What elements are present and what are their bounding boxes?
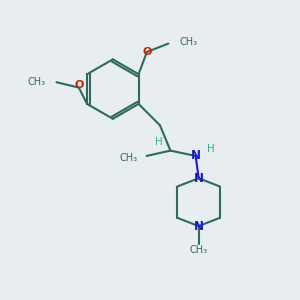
Text: H: H — [155, 137, 163, 147]
Text: CH₃: CH₃ — [28, 77, 46, 87]
Text: CH₃: CH₃ — [190, 245, 208, 256]
Text: CH₃: CH₃ — [180, 37, 198, 47]
Text: H: H — [207, 144, 214, 154]
Text: N: N — [194, 172, 204, 185]
Text: N: N — [194, 220, 204, 232]
Text: O: O — [74, 80, 83, 90]
Text: CH₃: CH₃ — [120, 153, 138, 163]
Text: N: N — [191, 149, 201, 162]
Text: O: O — [142, 47, 152, 57]
